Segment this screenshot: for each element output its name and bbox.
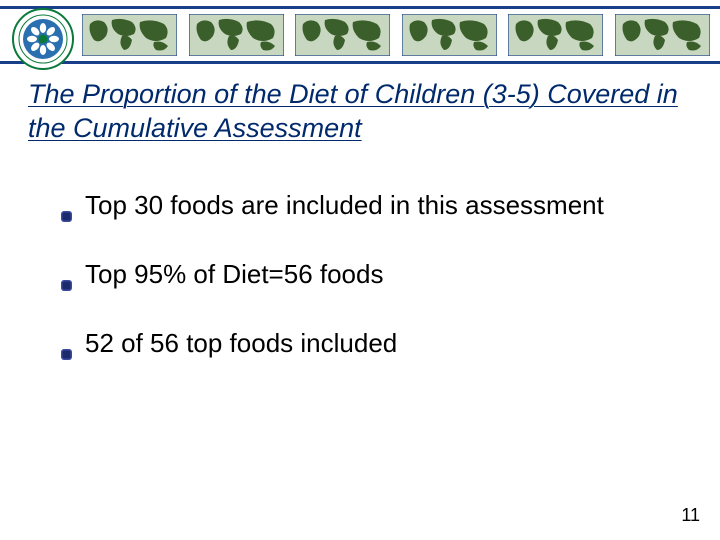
bullet-glyph-icon bbox=[60, 337, 73, 350]
band-line-bottom bbox=[0, 61, 720, 64]
bullet-glyph-icon bbox=[60, 268, 73, 281]
globe-row bbox=[82, 14, 710, 56]
page-number: 11 bbox=[681, 505, 700, 526]
bullet-item: 52 of 56 top foods included bbox=[60, 328, 680, 359]
header-band bbox=[0, 6, 720, 64]
globe-map-icon bbox=[189, 14, 284, 56]
slide-title: The Proportion of the Diet of Children (… bbox=[28, 78, 680, 146]
bullet-item: Top 30 foods are included in this assess… bbox=[60, 190, 680, 221]
globe-map-icon bbox=[615, 14, 710, 56]
epa-logo bbox=[12, 8, 74, 70]
band-line-top bbox=[0, 6, 720, 9]
bullet-item: Top 95% of Diet=56 foods bbox=[60, 259, 680, 290]
globe-map-icon bbox=[508, 14, 603, 56]
bullet-list: Top 30 foods are included in this assess… bbox=[60, 190, 680, 398]
bullet-text: Top 95% of Diet=56 foods bbox=[85, 259, 383, 290]
bullet-glyph-icon bbox=[60, 199, 73, 212]
globe-map-icon bbox=[82, 14, 177, 56]
bullet-text: 52 of 56 top foods included bbox=[85, 328, 397, 359]
globe-map-icon bbox=[295, 14, 390, 56]
globe-map-icon bbox=[402, 14, 497, 56]
bullet-text: Top 30 foods are included in this assess… bbox=[85, 190, 604, 221]
